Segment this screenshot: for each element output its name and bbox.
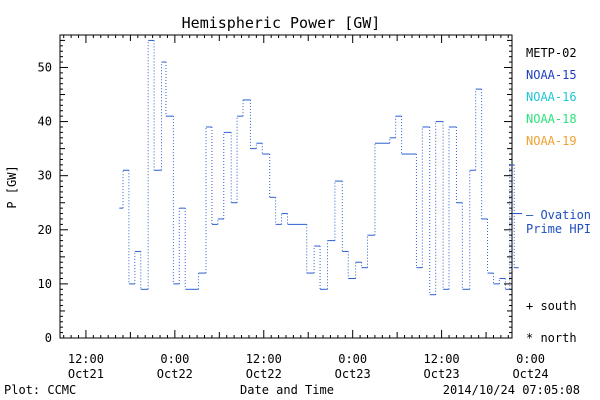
ovation-label: – Ovation Prime HPI xyxy=(526,208,592,236)
x-tick-time-label: 12:00 xyxy=(68,352,104,366)
legend-entry: NOAA-16 xyxy=(526,90,577,104)
x-tick-date-label: Oct21 xyxy=(68,367,104,381)
y-axis: 0 10 20 30 40 50 xyxy=(38,39,512,345)
y-tick-label: 40 xyxy=(38,115,52,129)
legend: METP-02 NOAA-15 NOAA-16 NOAA-18 NOAA-19 xyxy=(526,42,577,152)
north-marker-label: * north xyxy=(526,331,577,345)
timestamp: 2014/10/24 07:05:08 xyxy=(443,383,580,397)
x-tick-time-label: 12:00 xyxy=(246,352,282,366)
x-tick-date-label: Oct22 xyxy=(157,367,193,381)
legend-entry: METP-02 xyxy=(526,46,577,60)
y-tick-label: 20 xyxy=(38,223,52,237)
plot-credit: Plot: CCMC xyxy=(4,383,76,397)
south-marker-label: + south xyxy=(526,299,577,313)
x-axis-label: Date and Time xyxy=(240,383,334,397)
legend-entry: NOAA-15 xyxy=(526,68,577,82)
x-tick-date-label: Oct22 xyxy=(246,367,282,381)
ovation-line1: Ovation xyxy=(540,208,592,222)
chart-title: Hemispheric Power [GW] xyxy=(182,14,381,32)
y-tick-label: 50 xyxy=(38,60,52,74)
x-tick-time-label: 12:00 xyxy=(424,352,460,366)
x-tick-date-label: Oct23 xyxy=(424,367,460,381)
x-tick-time-label: 0:00 xyxy=(160,352,189,366)
x-axis: 12:00Oct210:00Oct2212:00Oct220:00Oct2312… xyxy=(63,35,549,381)
legend-entry: NOAA-19 xyxy=(526,134,577,148)
legend-entry: NOAA-18 xyxy=(526,112,577,126)
x-tick-time-label: 0:00 xyxy=(338,352,367,366)
y-tick-label: 30 xyxy=(38,169,52,183)
ovation-line2: Prime HPI xyxy=(526,222,592,236)
x-tick-date-label: Oct24 xyxy=(512,367,548,381)
y-tick-label: 0 xyxy=(45,331,52,345)
x-tick-date-label: Oct23 xyxy=(335,367,371,381)
y-axis-label: P [GW] xyxy=(5,165,19,208)
x-tick-time-label: 0:00 xyxy=(516,352,545,366)
series-layer xyxy=(119,39,519,296)
plot-frame xyxy=(59,34,513,339)
y-tick-label: 10 xyxy=(38,277,52,291)
